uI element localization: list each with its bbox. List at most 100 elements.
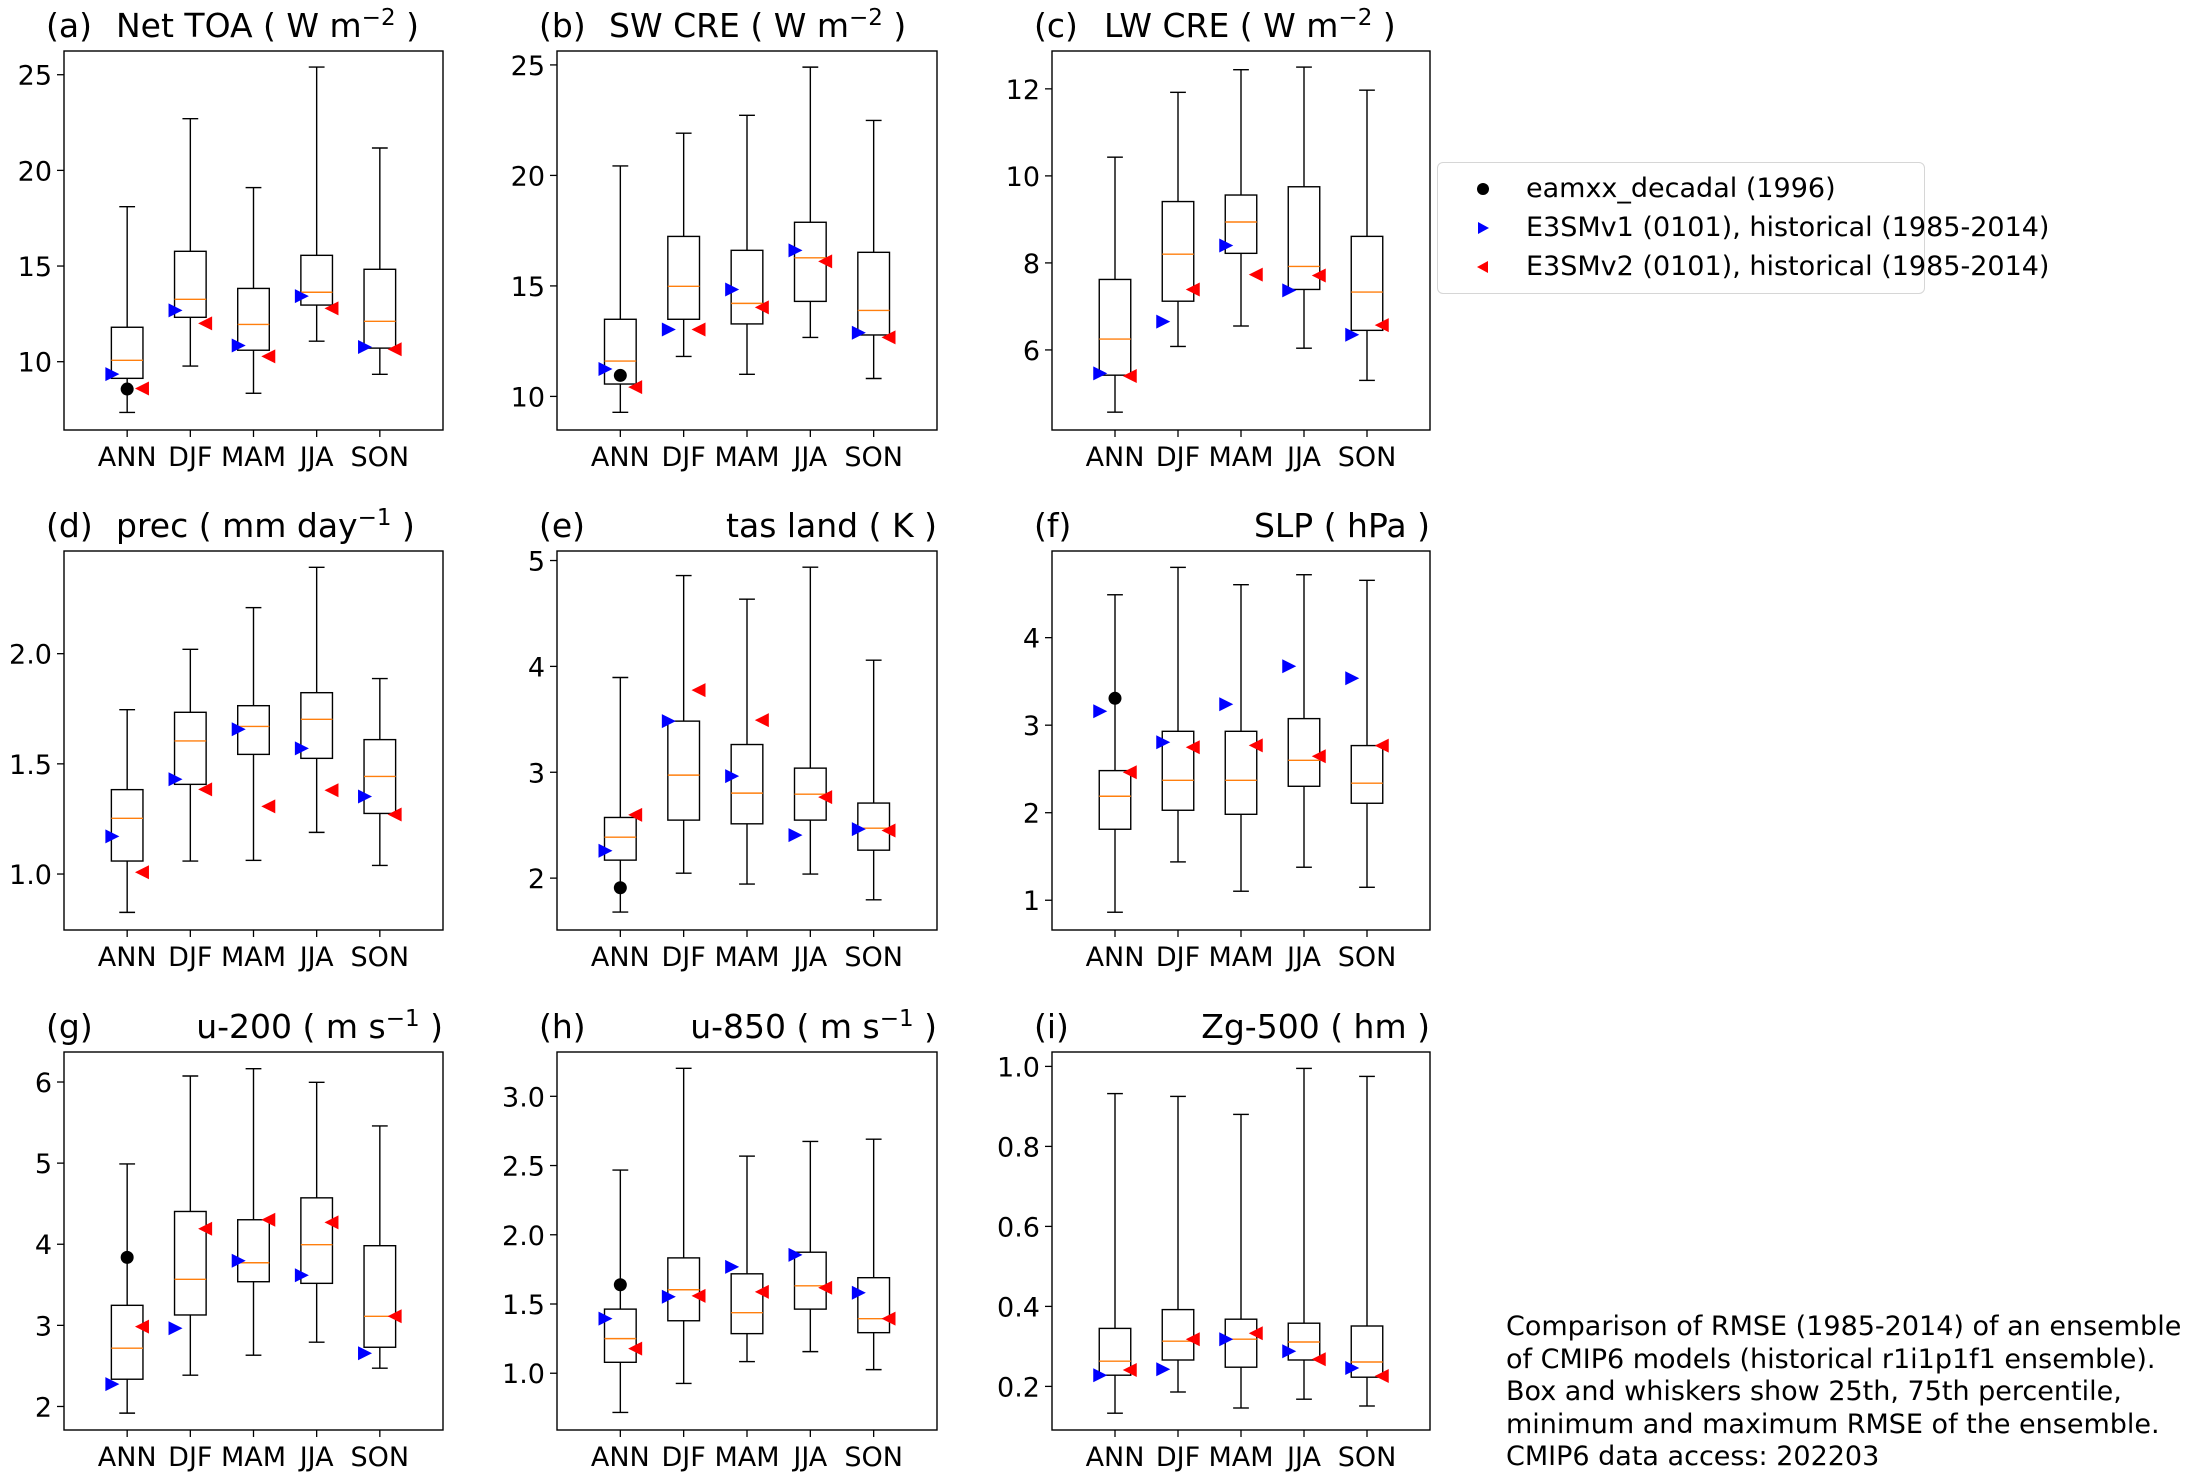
y-tick-label: 2.0 (502, 1221, 545, 1252)
e3smv2-marker (1311, 268, 1326, 283)
panel-a: (a) Net TOA ( W m−2 ) 10 15 20 25 ANN DJF MAM JJA… (18, 5, 444, 473)
e3smv2-marker (1122, 765, 1137, 780)
iqr-box (603, 318, 637, 385)
iqr-box (1161, 730, 1195, 811)
iqr-box (1287, 186, 1321, 291)
e3smv1-marker (851, 325, 866, 340)
e3smv1-marker (1093, 704, 1108, 719)
e3smv2-marker (881, 330, 896, 345)
e3smv1-marker (725, 769, 740, 784)
x-tick-label: SON (351, 942, 410, 973)
x-tick-label: ANN (1086, 942, 1145, 973)
x-tick-label: JJA (791, 1442, 827, 1473)
box-jja (793, 566, 827, 875)
e3smv2-marker (387, 807, 402, 822)
panel-title: u-200 ( m s−1 ) (196, 1006, 443, 1046)
box-djf (1161, 1095, 1195, 1393)
e3smv2-marker (198, 782, 213, 797)
iqr-box (110, 788, 144, 862)
e3smv2-marker (1248, 738, 1263, 753)
iqr-box (1224, 730, 1258, 815)
box-djf (667, 1067, 701, 1385)
e3smv2-marker (1248, 1326, 1263, 1341)
iqr-box (857, 802, 891, 851)
y-tick-label: 3.0 (502, 1082, 545, 1113)
box-ann (1098, 594, 1132, 913)
y-tick-label: 1.0 (9, 860, 52, 891)
box-mam (730, 598, 764, 885)
x-tick-label: SON (1338, 442, 1397, 473)
iqr-box (300, 1197, 334, 1285)
x-tick-label: JJA (791, 942, 827, 973)
y-tick-label: 1.0 (997, 1052, 1040, 1083)
x-tick-label: MAM (1208, 1442, 1273, 1473)
e3smv2-marker (1122, 369, 1137, 384)
e3smv2-marker (881, 1311, 896, 1326)
e3smv2-marker (261, 1212, 276, 1227)
iqr-box (1287, 717, 1321, 787)
circle-marker-icon (1477, 183, 1489, 195)
e3smv1-marker (358, 789, 373, 804)
box-ann (603, 676, 637, 913)
panel-title: prec ( mm day−1 ) (116, 505, 415, 545)
y-tick-label: 5 (528, 547, 545, 578)
x-tick-label: DJF (662, 1442, 706, 1473)
box-ann (110, 708, 144, 914)
e3smv1-marker (661, 1289, 676, 1304)
y-tick-label: 4 (1023, 624, 1040, 655)
y-tick-label: 2 (1023, 799, 1040, 830)
y-tick-label: 0.8 (997, 1132, 1040, 1163)
box-djf (1161, 91, 1195, 348)
panel-h: (h) u-850 ( m s−1 ) 1.0 1.5 2.0 2.5 3.0 ANN DJF M… (502, 1006, 938, 1473)
panel-e: (e) tas land ( K ) 2 3 4 5 ANN DJF MAM JJA SON (528, 506, 938, 973)
iqr-box (237, 1219, 270, 1283)
iqr-box (110, 326, 144, 380)
e3smv1-marker (1219, 697, 1234, 712)
e3smv2-marker (1185, 1332, 1200, 1347)
legend: eamxx_decadal (1996) E3SMv1 (0101), hist… (1437, 162, 2049, 294)
x-tick-label: ANN (591, 942, 650, 973)
y-tick-label: 12 (1006, 75, 1040, 106)
e3smv2-marker (1374, 738, 1389, 753)
panel-title: LW CRE ( W m−2 ) (1104, 5, 1396, 45)
e3smv2-marker (1185, 282, 1200, 297)
x-tick-label: MAM (221, 942, 286, 973)
iqr-box (1224, 1318, 1258, 1368)
y-tick-label: 1.5 (9, 750, 52, 781)
e3smv2-marker (754, 1284, 769, 1299)
y-tick-label: 2 (35, 1392, 52, 1423)
e3smv1-marker (1282, 1344, 1297, 1359)
y-tick-label: 2.5 (502, 1152, 545, 1183)
x-tick-label: DJF (168, 1442, 212, 1473)
e3smv1-marker (294, 289, 309, 304)
x-tick-label: SON (1338, 1442, 1397, 1473)
triangle-left-marker-icon (1477, 261, 1488, 273)
panel-g: (g) u-200 ( m s−1 ) 2 3 4 5 6 ANN DJF MAM JJA SON (35, 1006, 444, 1473)
y-tick-label: 10 (1006, 162, 1040, 193)
box-ann (1098, 156, 1132, 413)
e3smv1-marker (1156, 1362, 1171, 1377)
x-tick-label: SON (351, 1442, 410, 1473)
e3smv1-marker (1345, 671, 1360, 686)
iqr-box (730, 1273, 764, 1335)
y-tick-label: 20 (511, 161, 545, 192)
box-mam (237, 1068, 270, 1356)
box-jja (1287, 574, 1321, 868)
x-tick-label: DJF (1156, 1442, 1200, 1473)
box-djf (173, 1075, 207, 1376)
e3smv1-marker (105, 367, 120, 382)
iqr-box (1350, 1325, 1384, 1378)
e3smv1-marker (788, 1247, 803, 1262)
e3smv1-marker (788, 828, 803, 843)
box-ann (603, 165, 637, 414)
e3smv2-marker (691, 1288, 706, 1303)
iqr-box (730, 743, 764, 825)
e3smv1-marker (725, 282, 740, 297)
e3smv1-marker (168, 303, 183, 318)
panel-title: tas land ( K ) (726, 506, 937, 545)
e3smv2-marker (691, 322, 706, 337)
box-son (1350, 579, 1384, 888)
panel-title: SLP ( hPa ) (1254, 506, 1430, 545)
e3smv2-marker (628, 380, 643, 395)
y-tick-label: 1.5 (502, 1290, 545, 1321)
